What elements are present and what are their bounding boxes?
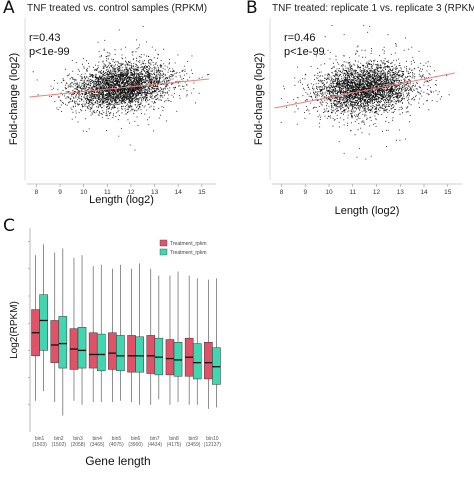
y-axis-label: Log2(RPKM)	[9, 301, 20, 359]
trend-line	[29, 78, 209, 98]
category-count: (3465)	[90, 442, 105, 448]
category-count: (3900)	[128, 442, 143, 448]
legend-label: Treatment_rpkm	[170, 250, 207, 256]
category-label: bin4	[92, 436, 102, 442]
category-count: (1502)	[52, 442, 67, 448]
x-tick-label: 13	[397, 189, 405, 196]
box-bin4-series-1	[88, 332, 98, 369]
box-bin5-series-2	[116, 335, 125, 372]
category-label: bin9	[188, 436, 198, 442]
category-count: (1503)	[32, 442, 47, 448]
box-bin7-series-1	[146, 335, 156, 374]
x-tick-label: 8	[35, 189, 39, 196]
box-bin5-series-1	[108, 332, 117, 370]
box-bin8-series-2	[173, 341, 183, 377]
x-tick-label: 13	[151, 189, 159, 196]
x-axis-label: Length (log2)	[335, 205, 400, 217]
box-bin1-series-2	[39, 294, 48, 351]
legend-label: Treatment_rpkm	[170, 241, 207, 247]
legend: Treatment_rpkm Treatment_rpkm	[159, 239, 207, 256]
legend-swatch	[159, 248, 168, 256]
box-bin10-series-1	[204, 341, 213, 380]
panel-a-r-value: r=0.43	[29, 32, 61, 44]
box-bin4-series-2	[96, 333, 106, 372]
x-tick-label: 8	[280, 189, 284, 196]
category-count: (3459)	[186, 442, 201, 448]
x-tick-label: 10	[80, 189, 88, 196]
panel-c-letter: C	[3, 216, 15, 236]
category-count: (12137)	[204, 442, 222, 448]
box-bin7-series-2	[154, 337, 164, 376]
category-label: bin6	[131, 436, 141, 442]
box-bin8-series-1	[165, 339, 175, 376]
box-bin3-series-2	[77, 327, 87, 369]
box-bin6-series-1	[127, 335, 136, 373]
panel-b-r-value: r=0.46	[284, 32, 316, 44]
panel-a-title: TNF treated vs. control samples (RPKM)	[27, 3, 208, 14]
x-tick-label: 15	[444, 189, 452, 196]
x-tick-label: 10	[325, 189, 333, 196]
category-count: (4175)	[167, 442, 182, 448]
boxplot-panel-c: bin1(1503) bin2(1502) bin3(2058) bin4(3465)…	[9, 228, 221, 468]
x-tick-label: 14	[175, 189, 183, 196]
box-bin2-series-1	[50, 320, 60, 363]
x-tick-label: 14	[420, 189, 428, 196]
x-tick-label: 9	[58, 189, 62, 196]
category-label: bin7	[150, 436, 160, 442]
box-bin2-series-2	[58, 316, 68, 369]
box-bin9-series-2	[192, 343, 202, 380]
box-bin6-series-2	[135, 336, 144, 373]
x-tick-label: 11	[104, 189, 111, 196]
trend-line	[274, 72, 455, 109]
category-label: bin5	[112, 436, 122, 442]
category-label: bin1	[35, 436, 45, 442]
panel-b-p-value: p<1e-99	[284, 46, 325, 58]
x-tick-label: 9	[303, 189, 307, 196]
x-tick-label: 15	[198, 189, 206, 196]
x-tick-label: 12	[373, 189, 381, 196]
category-label: bin10	[206, 436, 218, 442]
panel-b-title: TNF treated: replicate 1 vs. replicate 3…	[272, 3, 474, 14]
panel-a-letter: A	[3, 0, 15, 18]
category-count: (4075)	[109, 442, 124, 448]
scatter-panel-b: 8 9 10 11 12 13 14 15 Length (log2) Fold-change (…	[253, 18, 462, 217]
x-axis-label: Gene length	[85, 454, 150, 468]
panel-b-letter: B	[246, 0, 258, 18]
category-count: (4434)	[148, 442, 163, 448]
x-tick-label: 11	[349, 189, 356, 196]
panel-a-p-value: p<1e-99	[29, 46, 70, 58]
y-axis-label: Fold-change (log2)	[253, 53, 265, 145]
scatter-points	[280, 24, 450, 160]
x-tick-label: 12	[127, 189, 135, 196]
category-label: bin2	[54, 436, 64, 442]
box-bin10-series-2	[212, 347, 221, 385]
x-axis-label: Length (log2)	[89, 194, 154, 206]
legend-swatch	[159, 239, 168, 247]
category-label: bin8	[169, 436, 179, 442]
category-label: bin3	[73, 436, 83, 442]
scatter-panel-a: 8 9 10 11 12 13 14 15 Length (log2) Fold-change (…	[8, 18, 216, 206]
y-axis-label: Fold-change (log2)	[8, 53, 20, 145]
category-count: (2058)	[71, 442, 86, 448]
